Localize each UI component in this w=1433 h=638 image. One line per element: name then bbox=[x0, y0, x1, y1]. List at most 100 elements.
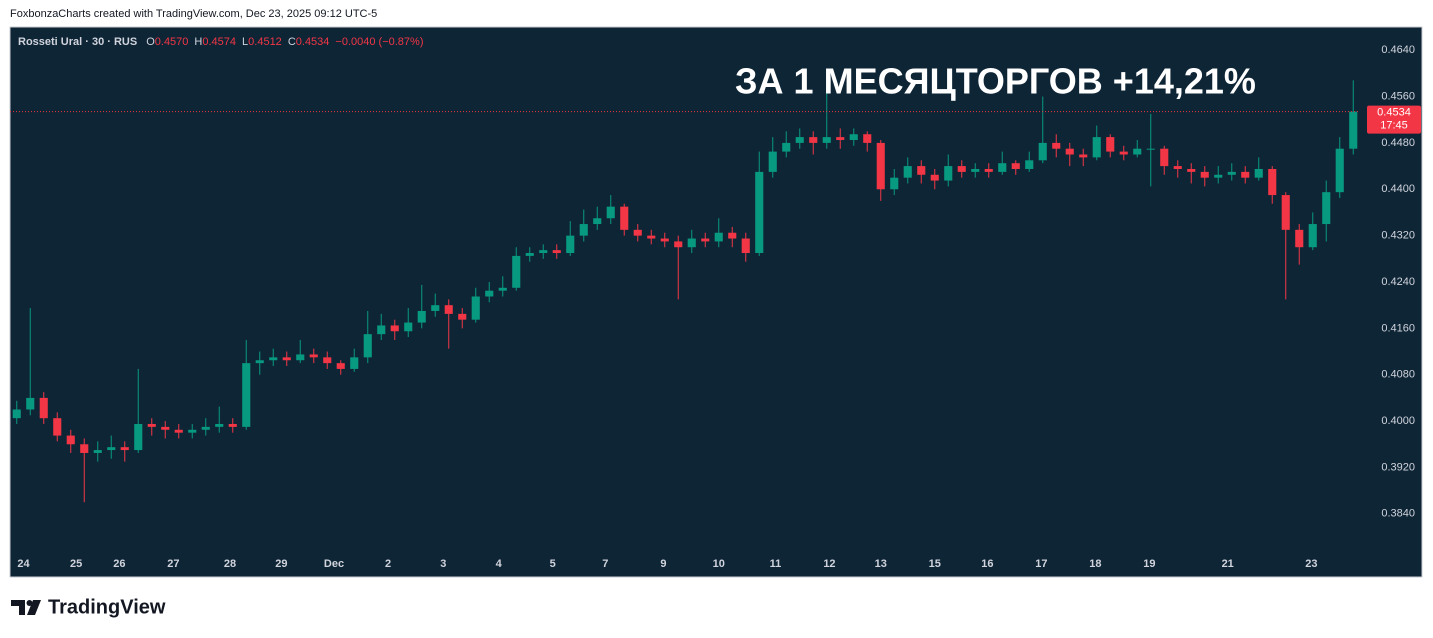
x-tick-label: 2 bbox=[385, 558, 391, 570]
candle-body bbox=[458, 313, 467, 320]
candle-body bbox=[593, 218, 602, 225]
candle-body bbox=[471, 296, 480, 320]
candle-body bbox=[215, 423, 224, 427]
candle-body bbox=[134, 423, 143, 451]
x-tick-label: 23 bbox=[1305, 558, 1317, 570]
candle-body bbox=[1254, 168, 1263, 178]
candle-body bbox=[12, 409, 21, 419]
candle-body bbox=[1173, 166, 1182, 169]
annotation: ЗА 1 МЕСЯЦТОРГОВ +14,21% bbox=[735, 61, 1256, 102]
candle-body bbox=[323, 357, 332, 364]
candle-body bbox=[498, 287, 507, 291]
candle-body bbox=[795, 137, 804, 143]
x-tick-label: 13 bbox=[875, 558, 887, 570]
candle-body bbox=[917, 166, 926, 175]
candle-body bbox=[1065, 148, 1074, 155]
candle-body bbox=[161, 426, 170, 430]
last-price-tag bbox=[1367, 105, 1421, 134]
x-tick-label: 4 bbox=[496, 558, 503, 570]
last-price-label: 0.4534 bbox=[1377, 107, 1411, 119]
y-tick-label: 0.4640 bbox=[1381, 44, 1415, 56]
candle-body bbox=[26, 397, 35, 410]
y-tick-label: 0.4560 bbox=[1381, 90, 1415, 102]
candle-body bbox=[903, 166, 912, 178]
candle-body bbox=[431, 305, 440, 311]
candle-body bbox=[1268, 168, 1277, 196]
candle-body bbox=[242, 363, 251, 427]
candle-body bbox=[188, 429, 197, 433]
candle-body bbox=[201, 426, 210, 430]
candle-body bbox=[1308, 224, 1317, 248]
candle-body bbox=[1295, 229, 1304, 248]
candle-body bbox=[998, 163, 1007, 172]
candle-body bbox=[404, 322, 413, 332]
candle-body bbox=[444, 305, 453, 314]
candle-body bbox=[1106, 137, 1115, 152]
y-tick-label: 0.4000 bbox=[1381, 415, 1415, 427]
x-tick-label: 21 bbox=[1222, 558, 1234, 570]
legend-change: −0.0040 (−0.87%) bbox=[335, 36, 423, 48]
candle-body bbox=[539, 250, 548, 254]
legend-key: H bbox=[194, 36, 202, 48]
x-tick-label: 18 bbox=[1089, 558, 1101, 570]
candle-body bbox=[1241, 171, 1250, 178]
x-tick-label: 25 bbox=[70, 558, 82, 570]
candle-body bbox=[93, 450, 102, 453]
y-tick-label: 0.4480 bbox=[1381, 137, 1415, 149]
legend-value: 0.4512 bbox=[248, 36, 282, 48]
candle-body bbox=[768, 151, 777, 172]
candle-body bbox=[728, 232, 737, 239]
candle-body bbox=[107, 447, 116, 451]
candle-body bbox=[269, 357, 278, 361]
candle-body bbox=[876, 142, 885, 190]
x-tick-label: 16 bbox=[981, 558, 993, 570]
legend-key: L bbox=[242, 36, 248, 48]
candle-body bbox=[714, 232, 723, 242]
candle-body bbox=[282, 357, 291, 361]
candle-body bbox=[417, 310, 426, 323]
y-tick-label: 0.3920 bbox=[1381, 461, 1415, 473]
candle-body bbox=[363, 334, 372, 358]
candle-body bbox=[890, 177, 899, 190]
legend-symbol: Rosseti Ural · 30 · RUS bbox=[18, 36, 137, 48]
candle-body bbox=[1052, 142, 1061, 149]
candle-body bbox=[863, 134, 872, 143]
candle-body bbox=[1092, 137, 1101, 158]
x-tick-label: 19 bbox=[1143, 558, 1155, 570]
x-tick-label: 24 bbox=[17, 558, 30, 570]
candle-body bbox=[633, 229, 642, 236]
candle-body bbox=[296, 354, 305, 361]
x-tick-label: Dec bbox=[324, 558, 344, 570]
legend: Rosseti Ural · 30 · RUS O0.4570 H0.4574 L0.… bbox=[18, 36, 424, 48]
candle-body bbox=[755, 171, 764, 254]
candle-body bbox=[1025, 160, 1034, 169]
x-tick-label: 26 bbox=[113, 558, 125, 570]
countdown: 17:45 bbox=[1380, 120, 1408, 132]
candle-body bbox=[377, 325, 386, 335]
legend-key: O bbox=[146, 36, 155, 48]
candle-body bbox=[930, 174, 939, 181]
candle-body bbox=[66, 435, 75, 445]
x-tick-label: 15 bbox=[929, 558, 941, 570]
x-tick-label: 5 bbox=[550, 558, 556, 570]
candle-body bbox=[566, 235, 575, 254]
legend-value: 0.4570 bbox=[155, 36, 189, 48]
chart-panel bbox=[9, 26, 1423, 578]
candle-body bbox=[120, 447, 129, 451]
candle-body bbox=[957, 166, 966, 172]
x-tick-label: 17 bbox=[1035, 558, 1047, 570]
y-tick-label: 0.4080 bbox=[1381, 369, 1415, 381]
candle-body bbox=[552, 250, 561, 254]
candle-body bbox=[849, 134, 858, 141]
candle-body bbox=[53, 418, 62, 436]
candle-body bbox=[701, 238, 710, 242]
x-tick-label: 29 bbox=[275, 558, 287, 570]
candle-body bbox=[390, 325, 399, 332]
candle-body bbox=[1187, 168, 1196, 172]
candle-body bbox=[971, 168, 980, 172]
candle-body bbox=[309, 354, 318, 358]
candle-body bbox=[1281, 195, 1290, 230]
candle-body bbox=[1322, 192, 1331, 225]
candle-body bbox=[147, 423, 156, 427]
